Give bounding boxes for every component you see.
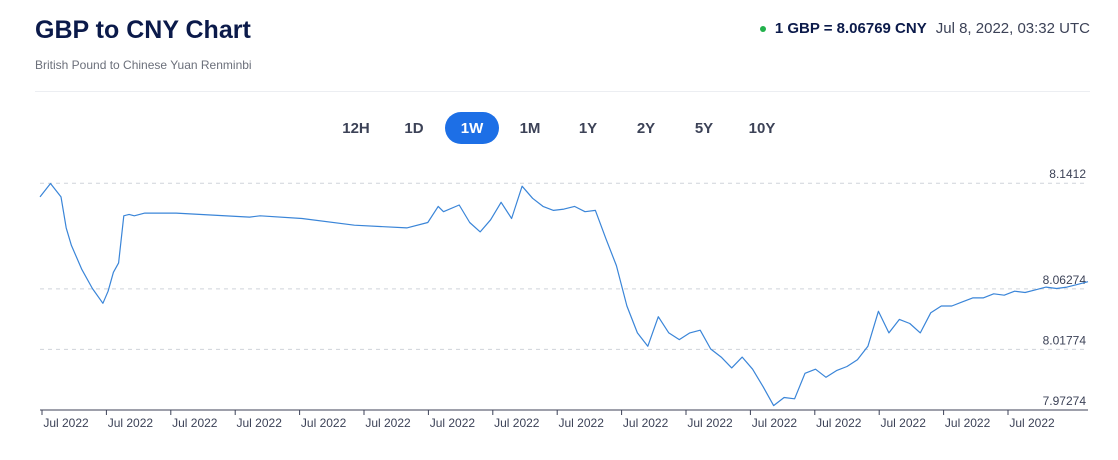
x-tick-label: Jul 2022: [430, 416, 476, 430]
rate-timestamp: Jul 8, 2022, 03:32 UTC: [935, 20, 1090, 37]
range-5y-button[interactable]: 5Y: [677, 112, 731, 144]
range-1d-button[interactable]: 1D: [387, 112, 441, 144]
x-tick-label: Jul 2022: [752, 416, 798, 430]
x-tick-label: Jul 2022: [108, 416, 154, 430]
x-tick-label: Jul 2022: [559, 416, 605, 430]
range-2y-button[interactable]: 2Y: [619, 112, 673, 144]
exchange-rate-chart[interactable]: 8.1412 8.06274 8.01774 7.97274 Jul 2022 Jul 2…: [0, 160, 1118, 440]
y-tick-label: 8.06274: [1043, 273, 1087, 287]
y-tick-label: 8.01774: [1043, 333, 1087, 347]
x-tick-label: Jul 2022: [816, 416, 862, 430]
page-title: GBP to CNY Chart: [35, 16, 251, 44]
range-1y-button[interactable]: 1Y: [561, 112, 615, 144]
range-1w-button[interactable]: 1W: [445, 112, 499, 144]
x-tick-label: Jul 2022: [687, 416, 733, 430]
x-tick-label: Jul 2022: [301, 416, 347, 430]
x-tick-label: Jul 2022: [365, 416, 411, 430]
x-tick-label: Jul 2022: [623, 416, 669, 430]
rate-value: 1 GBP = 8.06769 CNY: [774, 20, 927, 37]
live-status-dot: [759, 25, 766, 32]
x-tick-label: Jul 2022: [1009, 416, 1055, 430]
x-tick-label: Jul 2022: [881, 416, 927, 430]
x-tick-label: Jul 2022: [43, 416, 89, 430]
range-selector: 12H 1D 1W 1M 1Y 2Y 5Y 10Y: [0, 112, 1118, 144]
current-rate: 1 GBP = 8.06769 CNY Jul 8, 2022, 03:32 U…: [759, 20, 1090, 37]
range-10y-button[interactable]: 10Y: [735, 112, 789, 144]
x-tick-label: Jul 2022: [172, 416, 218, 430]
x-tick-label: Jul 2022: [237, 416, 283, 430]
series-line: [39, 182, 1089, 407]
x-tick-label: Jul 2022: [945, 416, 991, 430]
range-1m-button[interactable]: 1M: [503, 112, 557, 144]
range-12h-button[interactable]: 12H: [329, 112, 383, 144]
page-subtitle: British Pound to Chinese Yuan Renminbi: [35, 58, 252, 72]
x-tick-label: Jul 2022: [494, 416, 540, 430]
y-tick-label: 8.1412: [1049, 167, 1086, 181]
header-divider: [35, 91, 1090, 92]
y-tick-label: 7.97274: [1043, 394, 1087, 408]
